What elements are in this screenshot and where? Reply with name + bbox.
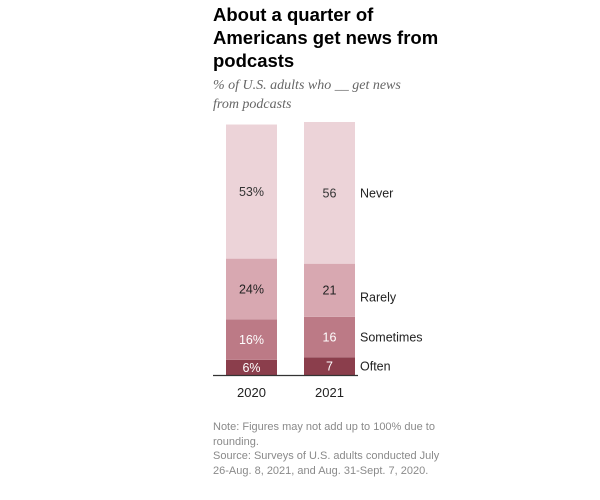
data-label-rarely-2021: 21 — [323, 284, 337, 298]
note-text: Note: Figures may not add up to 100% due… — [213, 421, 435, 448]
x-tick-labels-group: 2020 2021 — [237, 385, 344, 400]
bar-segment-often-2020 — [226, 359, 277, 375]
data-label-sometimes-2021: 16 — [323, 331, 337, 345]
bar-labels-group: 6% 16% 24% 53% 7 16 21 56 — [239, 185, 337, 375]
source-text: Source: Surveys of U.S. adults conducted… — [213, 450, 440, 477]
legend-label-rarely: Rarely — [360, 291, 397, 305]
bar-segment-sometimes-2021 — [304, 316, 355, 358]
data-label-often-2021: 7 — [326, 360, 333, 374]
legend-label-often: Often — [360, 360, 391, 374]
legend-group: Often Sometimes Rarely Never — [360, 186, 423, 373]
bars-group — [226, 122, 355, 375]
bar-segment-rarely-2020 — [226, 258, 277, 320]
data-label-never-2020: 53% — [239, 185, 264, 199]
data-label-sometimes-2020: 16% — [239, 333, 264, 347]
chart-title: About a quarter of Americans get news fr… — [213, 4, 439, 71]
legend-label-never: Never — [360, 186, 393, 200]
bar-segment-never-2020 — [226, 124, 277, 259]
chart-footnote: Note: Figures may not add up to 100% due… — [213, 420, 453, 478]
data-label-often-2020: 6% — [242, 361, 260, 375]
bar-segment-sometimes-2020 — [226, 319, 277, 360]
legend-label-sometimes: Sometimes — [360, 331, 423, 345]
bar-segment-often-2021 — [304, 357, 355, 375]
x-tick-label-2020: 2020 — [237, 385, 266, 400]
bar-segment-rarely-2021 — [304, 263, 355, 317]
data-label-rarely-2020: 24% — [239, 282, 264, 296]
x-tick-label-2021: 2021 — [315, 385, 344, 400]
chart-subtitle: % of U.S. adults who __ get news from po… — [213, 78, 401, 112]
data-label-never-2021: 56 — [323, 186, 337, 200]
bar-segment-never-2021 — [304, 122, 355, 264]
